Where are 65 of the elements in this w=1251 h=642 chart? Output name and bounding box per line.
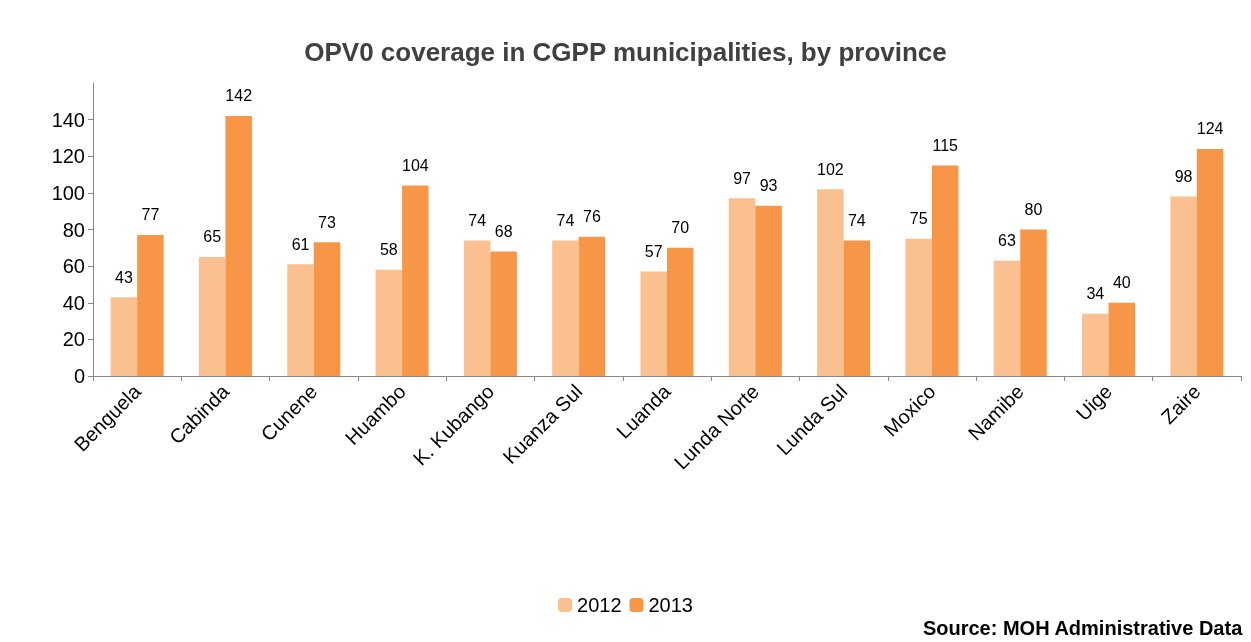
y-tick-label: 20 — [62, 328, 85, 351]
data-label: 124 — [1196, 120, 1224, 138]
bar — [375, 269, 403, 376]
y-tick-label: 80 — [62, 218, 85, 241]
bar — [463, 240, 491, 376]
data-label: 61 — [291, 235, 310, 253]
bar — [137, 234, 164, 376]
bar — [198, 256, 226, 376]
bar — [1196, 148, 1224, 376]
legend-label: 2012 — [577, 594, 622, 616]
data-label: 74 — [468, 211, 487, 229]
bar — [817, 189, 844, 376]
bar — [1082, 313, 1109, 376]
data-label: 102 — [817, 160, 844, 178]
y-tick-label: 40 — [62, 291, 85, 314]
bar — [1108, 302, 1136, 376]
data-label: 97 — [733, 169, 752, 187]
data-label: 63 — [998, 232, 1016, 250]
x-tick-label: Uige — [1071, 380, 1117, 425]
data-label: 74 — [847, 211, 866, 229]
data-label: 43 — [115, 268, 133, 286]
data-label: 93 — [759, 177, 778, 195]
data-label: 98 — [1174, 168, 1193, 186]
data-label: 115 — [932, 136, 959, 154]
bar — [110, 297, 138, 376]
source-note: Source: MOH Administrative Data — [922, 617, 1244, 639]
y-tick-label: 0 — [73, 365, 85, 387]
data-label: 76 — [583, 208, 601, 226]
bar — [552, 240, 579, 376]
bar — [667, 247, 694, 376]
bar — [1020, 229, 1047, 376]
y-tick-label: 140 — [51, 108, 85, 131]
data-label: 75 — [909, 210, 928, 228]
data-label: 70 — [671, 219, 690, 237]
data-label: 34 — [1086, 285, 1105, 303]
data-label: 74 — [556, 211, 575, 229]
bar — [402, 185, 429, 376]
bar — [490, 251, 517, 376]
data-label: 40 — [1112, 274, 1131, 292]
bar — [843, 240, 871, 376]
y-tick-label: 60 — [62, 255, 85, 278]
data-label: 58 — [379, 241, 398, 259]
data-label: 73 — [318, 213, 337, 231]
bar — [313, 242, 341, 376]
y-tick-label: 120 — [51, 145, 85, 168]
y-tick-label: 100 — [51, 181, 85, 204]
data-label: 57 — [644, 243, 663, 261]
bar — [905, 238, 932, 376]
data-label: 65 — [203, 228, 222, 246]
chart-title: OPV0 coverage in CGPP municipalities, by province — [304, 37, 947, 67]
bar — [728, 198, 756, 376]
bar — [993, 260, 1021, 376]
bar — [755, 205, 782, 376]
data-label: 80 — [1024, 201, 1043, 218]
bar — [1170, 196, 1197, 376]
data-label: 104 — [401, 157, 429, 175]
bar — [225, 115, 252, 376]
bar — [578, 236, 606, 376]
legend-label: 2013 — [648, 594, 693, 616]
data-label: 77 — [141, 206, 160, 224]
data-label: 142 — [225, 87, 253, 105]
bar — [287, 264, 314, 376]
bar — [640, 271, 667, 376]
bar — [931, 165, 959, 376]
data-label: 68 — [494, 222, 513, 240]
